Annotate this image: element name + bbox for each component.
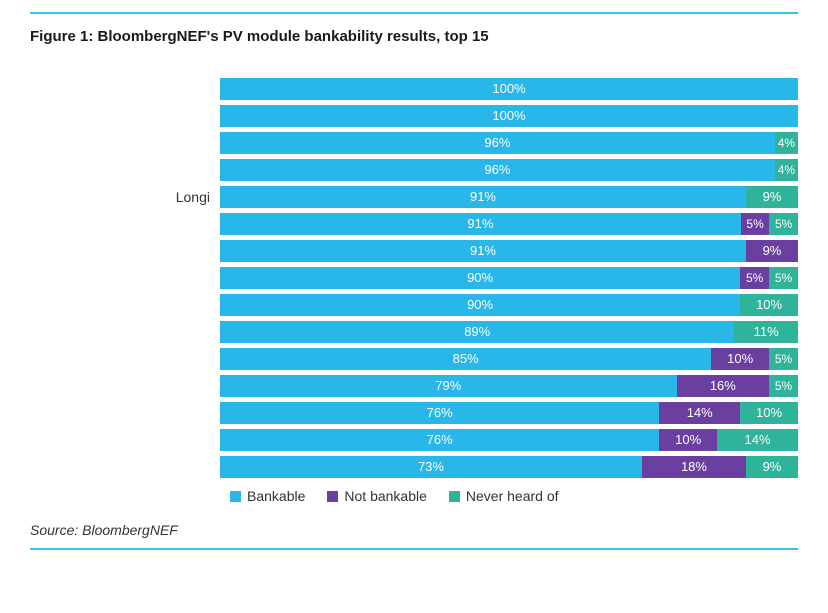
- bar-segment-bankable: 96%: [220, 159, 775, 181]
- y-axis-label: [30, 399, 220, 426]
- y-axis-label: [30, 345, 220, 372]
- chart: Longi 100%100%96%4%96%4%91%9%91%5%5%91%9…: [30, 75, 798, 480]
- bar-segment-not_bankable: 9%: [746, 240, 798, 262]
- bar-segment-never_heard: 5%: [769, 213, 798, 235]
- y-axis-label: [30, 372, 220, 399]
- bar-row: 91%9%: [220, 183, 798, 210]
- legend-label: Not bankable: [344, 488, 427, 504]
- stacked-bar: 96%4%: [220, 159, 798, 181]
- bar-segment-never_heard: 10%: [740, 294, 798, 316]
- bar-segment-never_heard: 10%: [740, 402, 798, 424]
- bar-segment-never_heard: 11%: [734, 321, 798, 343]
- bar-segment-not_bankable: 10%: [659, 429, 717, 451]
- stacked-bar: 91%5%5%: [220, 213, 798, 235]
- bar-segment-bankable: 76%: [220, 429, 659, 451]
- bar-row: 100%: [220, 75, 798, 102]
- bar-segment-not_bankable: 5%: [741, 213, 770, 235]
- bar-segment-not_bankable: 5%: [740, 267, 769, 289]
- bar-segment-bankable: 100%: [220, 105, 798, 127]
- stacked-bar: 85%10%5%: [220, 348, 798, 370]
- bar-row: 90%10%: [220, 291, 798, 318]
- bar-segment-bankable: 90%: [220, 267, 740, 289]
- stacked-bar: 96%4%: [220, 132, 798, 154]
- legend-swatch-not-bankable: [327, 491, 338, 502]
- bar-segment-never_heard: 9%: [746, 456, 798, 478]
- bar-row: 73%18%9%: [220, 453, 798, 480]
- bottom-rule: [30, 548, 798, 550]
- bar-segment-bankable: 91%: [220, 186, 746, 208]
- bar-segment-bankable: 73%: [220, 456, 642, 478]
- bar-row: 85%10%5%: [220, 345, 798, 372]
- figure-title: Figure 1: BloombergNEF's PV module banka…: [30, 28, 798, 45]
- bar-row: 100%: [220, 102, 798, 129]
- stacked-bar: 100%: [220, 78, 798, 100]
- y-axis-label: [30, 264, 220, 291]
- bar-segment-not_bankable: 14%: [659, 402, 740, 424]
- bar-segment-never_heard: 5%: [769, 267, 798, 289]
- stacked-bar: 90%5%5%: [220, 267, 798, 289]
- y-axis-label: [30, 426, 220, 453]
- bar-segment-bankable: 89%: [220, 321, 734, 343]
- stacked-bar: 100%: [220, 105, 798, 127]
- bar-row: 76%10%14%: [220, 426, 798, 453]
- bar-segment-bankable: 79%: [220, 375, 677, 397]
- bar-segment-not_bankable: 10%: [711, 348, 769, 370]
- bar-segment-not_bankable: 16%: [677, 375, 769, 397]
- y-axis-label: [30, 291, 220, 318]
- legend: Bankable Not bankable Never heard of: [230, 488, 798, 504]
- bar-segment-bankable: 76%: [220, 402, 659, 424]
- stacked-bar: 76%10%14%: [220, 429, 798, 451]
- stacked-bar: 90%10%: [220, 294, 798, 316]
- bar-segment-bankable: 90%: [220, 294, 740, 316]
- bar-segment-never_heard: 4%: [775, 159, 798, 181]
- y-axis-label: [30, 102, 220, 129]
- stacked-bar: 89%11%: [220, 321, 798, 343]
- legend-item-not-bankable: Not bankable: [327, 488, 427, 504]
- top-rule: [30, 12, 798, 14]
- legend-swatch-bankable: [230, 491, 241, 502]
- y-axis-label: [30, 237, 220, 264]
- y-axis-label: [30, 129, 220, 156]
- bar-segment-never_heard: 9%: [746, 186, 798, 208]
- stacked-bar: 73%18%9%: [220, 456, 798, 478]
- legend-swatch-never-heard: [449, 491, 460, 502]
- bar-segment-never_heard: 5%: [769, 348, 798, 370]
- bar-segment-never_heard: 5%: [769, 375, 798, 397]
- stacked-bar: 76%14%10%: [220, 402, 798, 424]
- bar-segment-not_bankable: 18%: [642, 456, 746, 478]
- bar-row: 79%16%5%: [220, 372, 798, 399]
- bar-segment-bankable: 96%: [220, 132, 775, 154]
- bar-row: 91%5%5%: [220, 210, 798, 237]
- legend-label: Never heard of: [466, 488, 559, 504]
- y-axis-label: [30, 210, 220, 237]
- y-axis-label: [30, 75, 220, 102]
- bars-area: 100%100%96%4%96%4%91%9%91%5%5%91%9%90%5%…: [220, 75, 798, 480]
- legend-item-never-heard: Never heard of: [449, 488, 559, 504]
- bar-segment-never_heard: 4%: [775, 132, 798, 154]
- bar-segment-never_heard: 14%: [717, 429, 798, 451]
- bar-segment-bankable: 100%: [220, 78, 798, 100]
- bar-row: 90%5%5%: [220, 264, 798, 291]
- legend-label: Bankable: [247, 488, 305, 504]
- y-axis-label: Longi: [30, 183, 220, 210]
- bar-row: 96%4%: [220, 156, 798, 183]
- bar-segment-bankable: 85%: [220, 348, 711, 370]
- y-axis-label: [30, 453, 220, 480]
- bar-row: 91%9%: [220, 237, 798, 264]
- stacked-bar: 79%16%5%: [220, 375, 798, 397]
- source-text: Source: BloombergNEF: [30, 522, 798, 538]
- stacked-bar: 91%9%: [220, 186, 798, 208]
- bar-segment-bankable: 91%: [220, 240, 746, 262]
- y-axis-label: [30, 156, 220, 183]
- bar-row: 76%14%10%: [220, 399, 798, 426]
- y-axis-label: [30, 318, 220, 345]
- stacked-bar: 91%9%: [220, 240, 798, 262]
- legend-item-bankable: Bankable: [230, 488, 305, 504]
- bar-row: 96%4%: [220, 129, 798, 156]
- bar-segment-bankable: 91%: [220, 213, 741, 235]
- bar-row: 89%11%: [220, 318, 798, 345]
- y-axis-labels: Longi: [30, 75, 220, 480]
